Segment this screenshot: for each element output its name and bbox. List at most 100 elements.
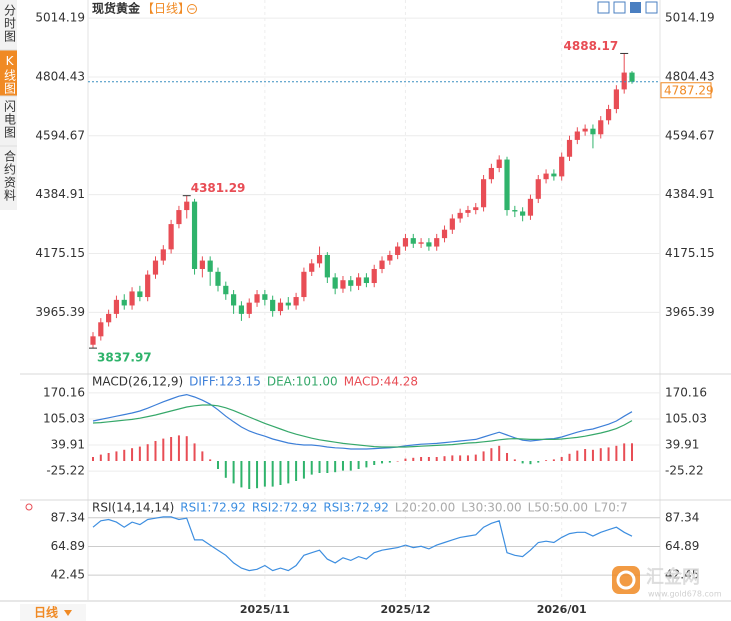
period-button-bg[interactable] [20, 604, 86, 621]
candle-body [418, 242, 424, 244]
macd-bar [248, 461, 251, 489]
legend-entry: MACD:44.28 [344, 375, 418, 389]
y-tick-label-right: 5014.19 [665, 11, 715, 25]
settings-icon[interactable] [25, 503, 33, 511]
indicator-title: RSI(14,14,14) [92, 501, 174, 515]
candle-body [113, 299, 120, 314]
macd-bar [357, 461, 360, 469]
candle-body [613, 89, 619, 110]
macd-bar [193, 443, 196, 461]
candle-body [402, 238, 409, 247]
candle-body [457, 212, 463, 219]
candle-body [598, 120, 604, 135]
candle-body [191, 201, 198, 269]
macd-bar [326, 461, 329, 473]
y-tick-label: 3965.39 [35, 305, 85, 319]
macd-bar [146, 444, 149, 461]
candle-body [145, 274, 151, 298]
y-tick-label: 4594.67 [35, 128, 85, 142]
macd-bar [607, 447, 610, 461]
macd-bar [240, 461, 243, 488]
candle-body [285, 302, 291, 306]
macd-bar [568, 453, 571, 461]
candle-body [387, 254, 393, 261]
macd-bar [263, 461, 266, 487]
y-tick-label: -25.22 [46, 464, 85, 478]
macd-bar [349, 461, 352, 471]
legend-entry: RSI2:72.92 [252, 501, 318, 515]
y-tick-label: 39.91 [51, 438, 85, 452]
candle-body [137, 291, 143, 298]
macd-bar [318, 461, 321, 473]
candle-body [371, 268, 377, 284]
watermark-name: 汇金网 [646, 566, 700, 588]
tab[interactable]: 分时图 [3, 4, 17, 43]
y-tick-label: 105.03 [43, 411, 85, 425]
macd-bar [123, 449, 126, 461]
macd-bar [506, 453, 509, 461]
candle-body [160, 249, 166, 261]
candle-body [574, 131, 580, 140]
y-tick-label: 42.45 [51, 568, 85, 582]
macd-bar [115, 451, 118, 461]
macd-bar [92, 457, 94, 461]
line-series [92, 404, 633, 448]
candle-body [152, 260, 159, 275]
collapse-icon[interactable] [187, 4, 197, 14]
candle-body [129, 291, 135, 306]
macd-bar [435, 457, 438, 461]
macd-bar [529, 461, 532, 465]
candle-body [520, 211, 526, 216]
candle-body [355, 277, 362, 286]
macd-bar [381, 461, 384, 464]
legend-entry: DEA:101.00 [267, 375, 338, 389]
period-button[interactable]: 日线 [34, 605, 58, 620]
legend-entry: DIFF:123.15 [189, 375, 261, 389]
candle-body [379, 260, 385, 269]
candle-body [582, 128, 588, 132]
zoom-in-icon[interactable] [597, 1, 610, 14]
macd-bar [412, 457, 415, 461]
candle-body [309, 263, 315, 272]
macd-bar [232, 461, 235, 484]
macd-bar [302, 461, 305, 479]
move-icon[interactable] [630, 2, 641, 13]
watermark-logo [612, 566, 640, 594]
back-icon[interactable] [645, 1, 658, 14]
last-price-box [660, 82, 712, 99]
candle-body [199, 260, 205, 269]
candle-body [184, 201, 190, 211]
candle-body [621, 72, 627, 90]
macd-bar [591, 449, 594, 461]
y-tick-label-right: 87.34 [665, 510, 699, 524]
candle-body [293, 297, 299, 306]
zoom-out-icon[interactable] [613, 1, 626, 14]
macd-bar [474, 454, 477, 461]
candle-body [168, 224, 174, 250]
candle-body [332, 277, 338, 289]
macd-bar [131, 448, 134, 461]
macd-bar [388, 461, 391, 463]
tab-active[interactable]: K线图 [3, 54, 17, 95]
macd-bar [396, 461, 399, 462]
macd-bar [224, 461, 227, 478]
y-tick-label: 4384.91 [35, 187, 85, 201]
y-tick-label-right: 64.89 [665, 539, 699, 553]
tab[interactable]: 合约资料 [3, 149, 17, 202]
macd-bar [631, 443, 633, 461]
candle-body [566, 139, 573, 157]
candle-body [629, 72, 635, 82]
candle-body [231, 294, 237, 306]
candle-body [488, 167, 494, 180]
dropdown-arrow[interactable] [64, 610, 72, 616]
macd-bar [177, 435, 180, 461]
watermark-url: www.gold678.com [648, 590, 722, 599]
tab[interactable]: 闪电图 [3, 100, 17, 139]
macd-bar [443, 456, 446, 461]
legend-entry: L70:7 [594, 501, 628, 515]
macd-bar [466, 455, 469, 461]
macd-bar [170, 437, 173, 461]
macd-bar [334, 461, 337, 473]
legend-entry: L30:30.00 [461, 501, 521, 515]
candle-body [277, 302, 284, 312]
